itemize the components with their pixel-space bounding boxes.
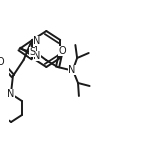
Text: O: O [58, 46, 66, 56]
Text: S: S [30, 47, 36, 57]
Text: N: N [33, 36, 41, 46]
Text: O: O [0, 57, 4, 67]
Text: N: N [7, 89, 15, 99]
Text: N: N [33, 51, 41, 61]
Text: N: N [68, 65, 75, 75]
